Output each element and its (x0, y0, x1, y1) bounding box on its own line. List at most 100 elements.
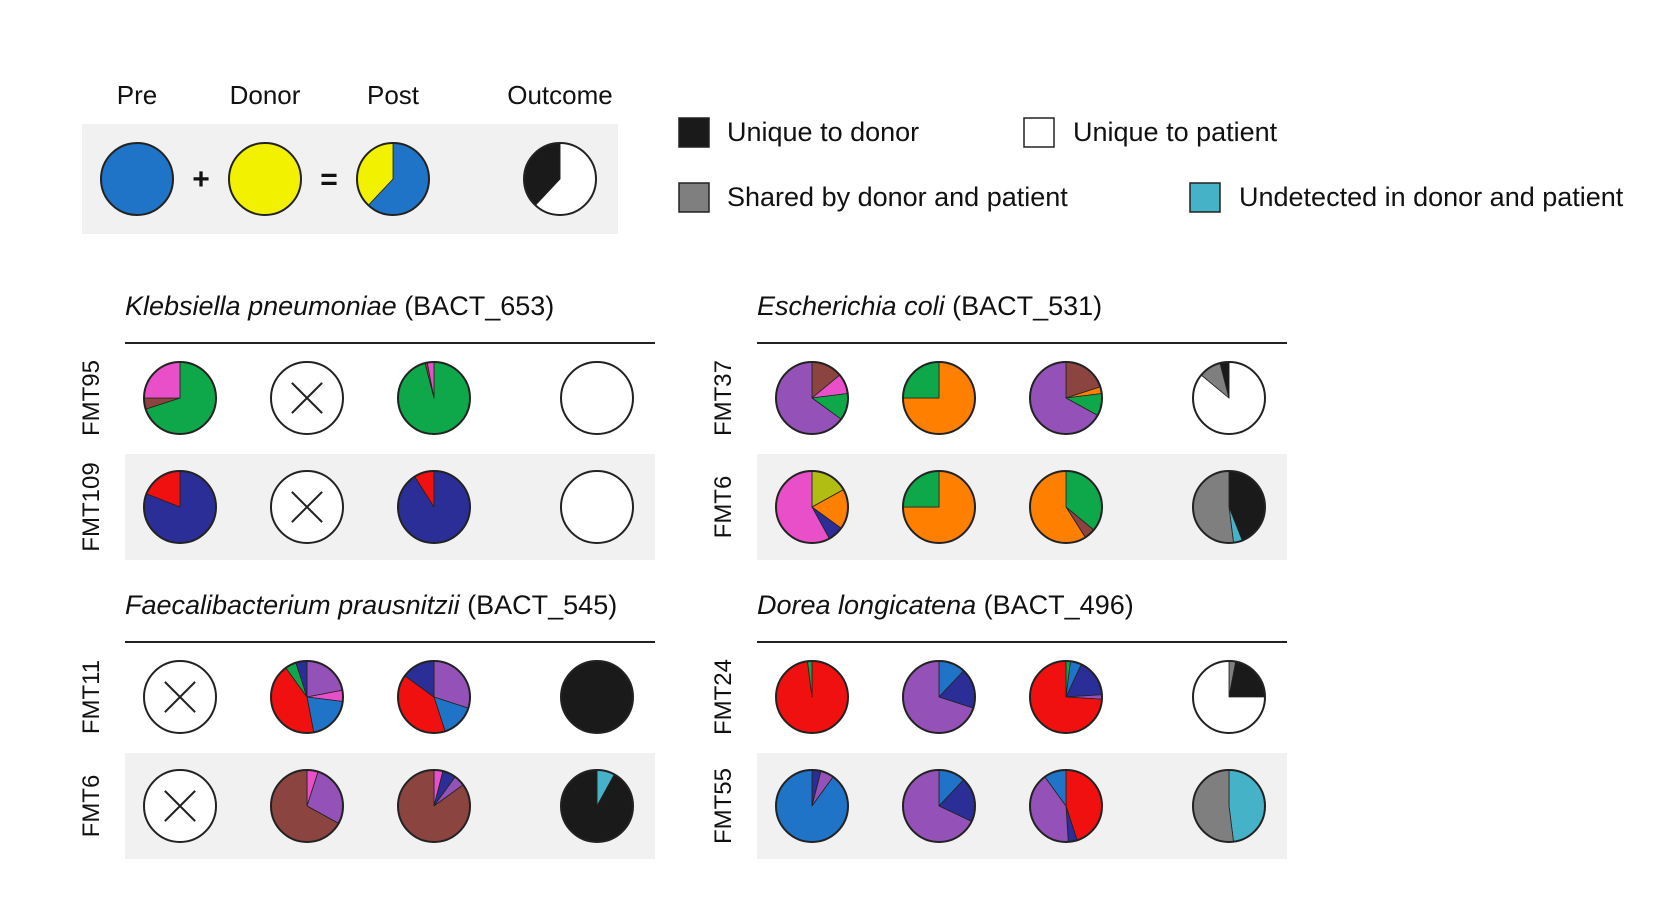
panel-title: Faecalibacterium prausnitzii (BACT_545) (125, 590, 617, 620)
pie-outcome-outline (1192, 470, 1266, 544)
panel-row: FMT37 (710, 360, 1266, 436)
pie-donor-outline (902, 769, 976, 843)
panel-species-id: (BACT_545) (460, 590, 618, 620)
schema-outcome-pie-outline (523, 142, 597, 216)
pie-outcome-outline (1192, 361, 1266, 435)
pie-donor (902, 361, 976, 435)
pie-outcome-outline (1192, 769, 1266, 843)
panel-row: FMT109 (78, 462, 634, 552)
pie-post (1029, 470, 1103, 544)
schema-pre-pie-slice-blue (101, 143, 173, 215)
panel-row: FMT55 (710, 768, 1266, 844)
pie-post-outline (397, 361, 471, 435)
pie-donor-outline (902, 660, 976, 734)
row-label: FMT55 (710, 768, 737, 844)
pie-pre-outline (775, 470, 849, 544)
pie-outcome (560, 660, 634, 734)
pie-donor-absent-cross-icon (291, 491, 323, 523)
pie-outcome-outline (560, 660, 634, 734)
panel-row: FMT6 (710, 470, 1266, 544)
panel-row: FMT95 (78, 360, 634, 436)
panel-species-id: (BACT_653) (397, 291, 555, 321)
legend-label-unique-to-patient: Unique to patient (1073, 117, 1278, 147)
row-label: FMT6 (78, 775, 105, 838)
pie-outcome-outline (560, 361, 634, 435)
schema-outcome-pie (523, 142, 597, 216)
panel-row: FMT24 (710, 659, 1266, 735)
panel-species-name: Escherichia coli (757, 291, 946, 321)
pie-pre (143, 660, 217, 734)
pie-post (397, 470, 471, 544)
pie-pre-outline (775, 361, 849, 435)
pie-outcome-outline (560, 769, 634, 843)
pie-donor-absent-cross-icon (291, 382, 323, 414)
panel-species-id: (BACT_531) (945, 291, 1103, 321)
legend-label-shared: Shared by donor and patient (727, 182, 1068, 212)
panel-row: FMT6 (78, 769, 634, 843)
pie-outcome (560, 470, 634, 544)
row-label: FMT24 (710, 659, 737, 735)
pie-pre-outline (143, 361, 217, 435)
pie-outcome-slice-black (561, 661, 633, 733)
row-label: FMT95 (78, 360, 105, 436)
pie-outcome-outline (1192, 660, 1266, 734)
pie-post (1029, 660, 1103, 734)
legend-label-unique-to-donor: Unique to donor (727, 117, 919, 147)
row-label: FMT109 (78, 462, 105, 551)
pie-pre (775, 769, 849, 843)
panel-row: FMT11 (78, 660, 634, 734)
legend-swatch-undetected (1189, 182, 1221, 213)
schema-post-pie-outline (356, 142, 430, 216)
pie-outcome (1192, 361, 1266, 435)
pie-donor (270, 361, 344, 435)
panel-species-name: Klebsiella pneumoniae (125, 291, 397, 321)
pie-post (1029, 361, 1103, 435)
pie-donor (902, 660, 976, 734)
panel-species-name: Faecalibacterium prausnitzii (125, 590, 461, 620)
pie-outcome (560, 361, 634, 435)
legend-swatch-unique-to-donor (678, 117, 710, 148)
pie-post-outline (1029, 769, 1103, 843)
pie-post-outline (1029, 361, 1103, 435)
pie-outcome-outline (560, 470, 634, 544)
pie-pre-outline (775, 769, 849, 843)
schema-header-donor: Donor (230, 80, 301, 110)
panel-title: Klebsiella pneumoniae (BACT_653) (125, 291, 554, 321)
schema-header-post: Post (367, 80, 420, 110)
species-panels: Klebsiella pneumoniae (BACT_653) FMT95 FMT… (78, 291, 1287, 859)
schema-post-pie (356, 142, 430, 216)
schema-equals-sign: = (320, 163, 338, 196)
pie-outcome (560, 769, 634, 843)
schema-plus-sign: + (192, 163, 210, 196)
panel-title: Dorea longicatena (BACT_496) (757, 590, 1134, 620)
pie-pre (143, 769, 217, 843)
pie-donor (902, 769, 976, 843)
pie-post (397, 361, 471, 435)
row-label: FMT37 (710, 360, 737, 436)
pie-donor (270, 769, 344, 843)
panel-species-name: Dorea longicatena (757, 590, 976, 620)
schema-donor-pie-slice-yellow (229, 143, 301, 215)
pie-donor-outline (902, 361, 976, 435)
legend-label-undetected: Undetected in donor and patient (1239, 182, 1624, 212)
panel-0: Klebsiella pneumoniae (BACT_653) FMT95 FMT… (78, 291, 655, 560)
pie-donor-outline (902, 470, 976, 544)
pie-post (397, 769, 471, 843)
schema-donor-pie (228, 142, 302, 216)
pie-post-outline (397, 769, 471, 843)
schema-pre-pie (100, 142, 174, 216)
pie-pre (143, 361, 217, 435)
schema-header-outcome: Outcome (507, 80, 613, 110)
pie-post (1029, 769, 1103, 843)
legend-swatch-shared (678, 182, 710, 213)
pie-pre-absent-cross-icon (164, 681, 196, 713)
pie-donor-outline (270, 769, 344, 843)
panel-title: Escherichia coli (BACT_531) (757, 291, 1102, 321)
row-label: FMT11 (78, 660, 105, 734)
pie-post-outline (1029, 660, 1103, 734)
pie-outcome (1192, 660, 1266, 734)
pie-outcome (1192, 769, 1266, 843)
pie-pre (143, 470, 217, 544)
panel-2: Faecalibacterium prausnitzii (BACT_545)F… (78, 590, 655, 859)
